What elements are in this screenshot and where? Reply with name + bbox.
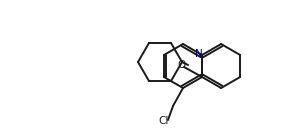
Text: O: O: [177, 60, 185, 70]
Text: Cl: Cl: [159, 116, 169, 126]
Text: N: N: [195, 49, 203, 59]
